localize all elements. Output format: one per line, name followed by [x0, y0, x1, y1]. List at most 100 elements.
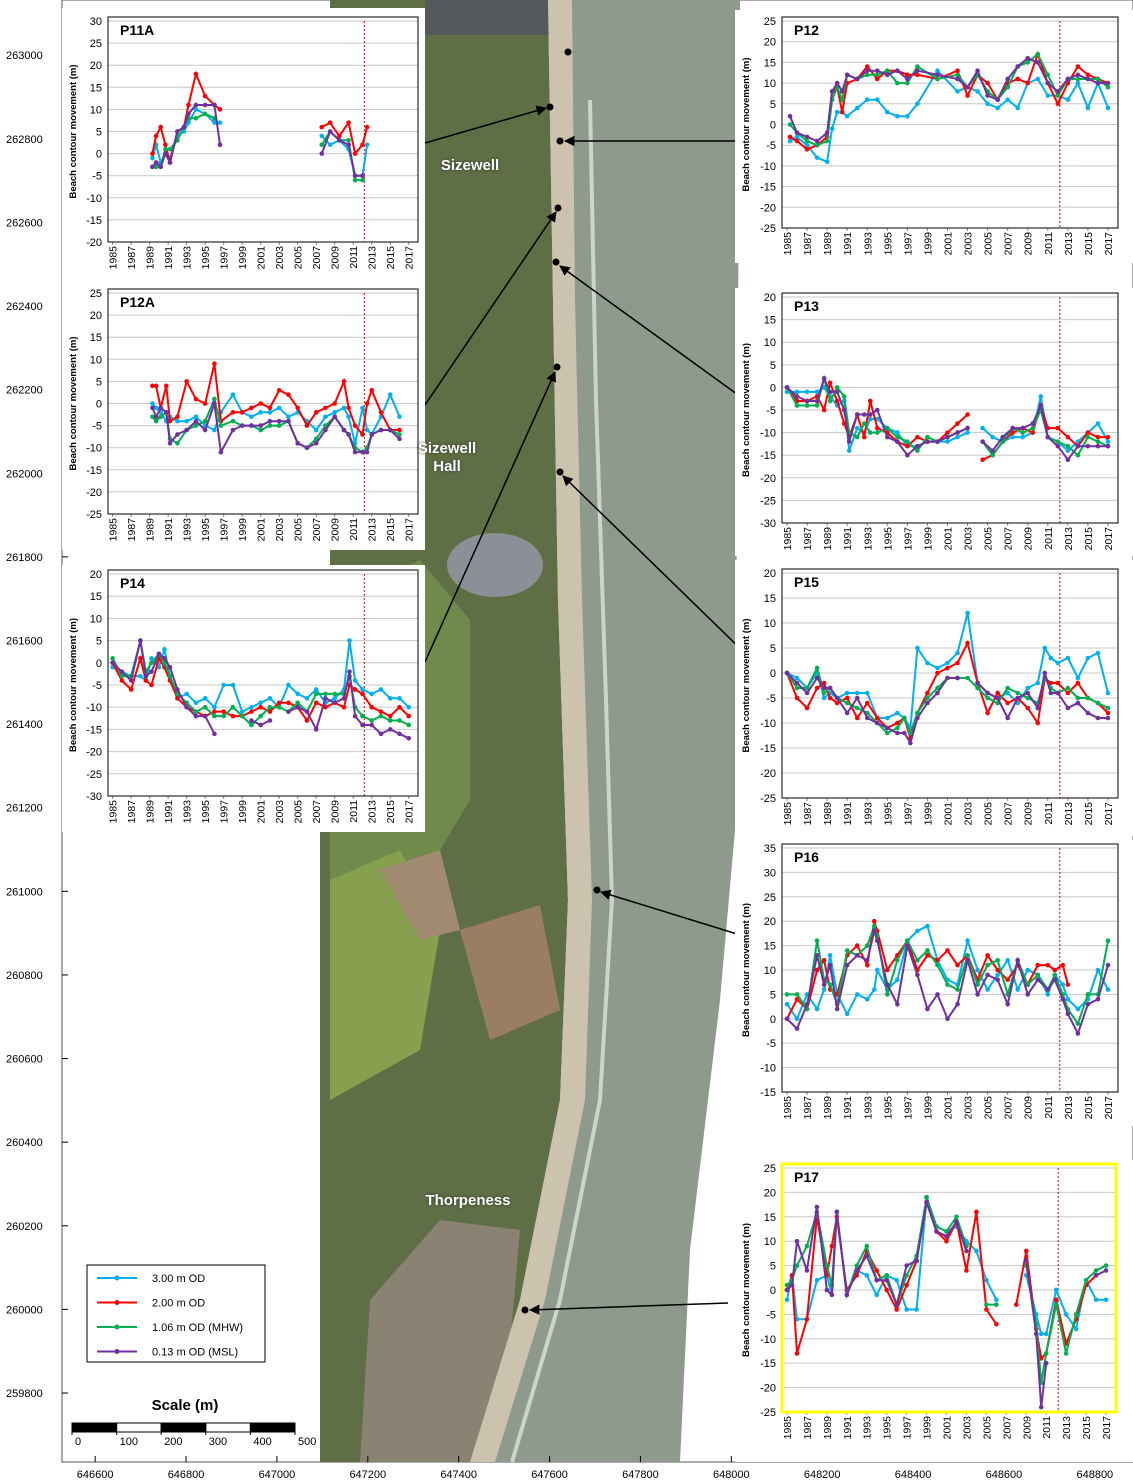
data-point — [153, 405, 159, 411]
data-point — [1075, 695, 1081, 701]
data-point — [258, 423, 263, 428]
data-point — [406, 704, 412, 710]
data-point — [212, 713, 217, 719]
scale-label: 0 — [75, 1436, 81, 1448]
map-y-tick-label: 262400 — [6, 301, 43, 313]
x-tick-label: 2011 — [1043, 527, 1055, 550]
data-point — [128, 687, 134, 692]
legend-marker — [114, 1300, 120, 1305]
data-point — [184, 418, 189, 424]
y-tick-label: -15 — [760, 182, 776, 194]
data-point — [904, 1263, 909, 1268]
x-tick-label: 2009 — [330, 246, 342, 270]
data-point — [193, 71, 199, 77]
data-point — [149, 682, 154, 688]
x-tick-label: 1993 — [862, 1096, 874, 1120]
data-point — [1095, 439, 1101, 444]
data-point — [894, 1302, 899, 1307]
data-point — [965, 953, 970, 958]
data-point — [854, 690, 860, 696]
y-tick-label: 5 — [96, 376, 102, 388]
data-point — [874, 72, 880, 78]
data-point — [1095, 700, 1101, 706]
x-tick-label: 1985 — [108, 800, 120, 824]
x-tick-label: 1989 — [822, 1416, 834, 1440]
chart-panel: -30 -25 -20 -15 -10 -5 0 5 10 15 20 1985 1987 1989 199… — [62, 565, 425, 832]
data-point — [965, 430, 970, 435]
data-point — [844, 948, 850, 953]
map-x-tick-label: 648600 — [986, 1469, 1023, 1481]
data-point — [794, 685, 800, 691]
x-tick-label: 1997 — [902, 232, 914, 256]
x-tick-label: 2011 — [348, 800, 360, 823]
data-point — [1015, 76, 1021, 82]
data-point — [995, 105, 1000, 111]
x-tick-label: 1997 — [219, 246, 231, 270]
data-point — [1055, 89, 1061, 94]
data-point — [1085, 434, 1091, 440]
data-point — [965, 957, 970, 963]
x-tick-label: 2011 — [348, 518, 360, 541]
data-point — [1015, 64, 1021, 69]
data-point — [1085, 105, 1091, 111]
data-point — [1093, 1273, 1099, 1278]
data-point — [150, 155, 155, 161]
data-point — [1065, 982, 1071, 987]
data-point — [1060, 962, 1066, 968]
y-tick-label: -10 — [760, 1334, 776, 1346]
data-point — [904, 1282, 909, 1288]
data-point — [332, 696, 338, 701]
data-point — [955, 430, 960, 435]
data-point — [193, 414, 199, 420]
y-tick-label: 0 — [770, 120, 776, 132]
x-tick-label: 1989 — [822, 1096, 834, 1120]
y-tick-label: 10 — [90, 354, 102, 366]
data-point — [212, 709, 217, 714]
data-point — [990, 452, 995, 458]
data-point — [985, 80, 990, 86]
data-point — [964, 1268, 969, 1273]
data-point — [1065, 685, 1071, 691]
data-point — [804, 1316, 810, 1322]
data-point — [1055, 443, 1061, 449]
data-point — [143, 673, 149, 679]
data-point — [313, 727, 319, 732]
y-tick-label: 20 — [764, 37, 776, 49]
data-point — [212, 401, 217, 406]
data-point — [895, 1001, 900, 1007]
data-point — [313, 427, 319, 433]
x-tick-label: 1999 — [922, 527, 934, 551]
data-point — [867, 412, 873, 417]
scale-segment — [116, 1422, 162, 1433]
data-point — [995, 690, 1000, 696]
data-point — [332, 414, 338, 420]
x-tick-label: 2007 — [311, 246, 323, 270]
data-point — [994, 1297, 999, 1303]
data-point — [1075, 80, 1081, 86]
y-tick-label: 10 — [90, 104, 102, 116]
data-point — [1095, 80, 1101, 86]
data-point — [1095, 996, 1101, 1002]
data-point — [1095, 650, 1101, 656]
data-point — [1043, 1331, 1049, 1337]
x-tick-label: 1993 — [182, 800, 194, 824]
x-tick-label: 2005 — [293, 518, 305, 542]
data-point — [212, 731, 217, 737]
x-tick-label: 1997 — [902, 1096, 914, 1120]
x-tick-label: 1993 — [862, 1416, 874, 1440]
data-point — [1055, 93, 1061, 98]
data-point — [867, 430, 873, 435]
data-point — [1005, 690, 1010, 696]
y-tick-label: -20 — [86, 747, 102, 759]
plot-border — [781, 568, 1119, 799]
x-tick-label: 2003 — [274, 246, 286, 270]
data-point — [110, 660, 115, 666]
y-tick-label: 5 — [770, 360, 776, 372]
data-point — [163, 383, 169, 389]
data-point — [925, 695, 930, 701]
data-point — [304, 423, 310, 428]
chart-title: P14 — [120, 575, 145, 591]
x-tick-label: 1995 — [200, 518, 212, 542]
data-point — [874, 1277, 880, 1283]
data-point — [965, 610, 970, 616]
